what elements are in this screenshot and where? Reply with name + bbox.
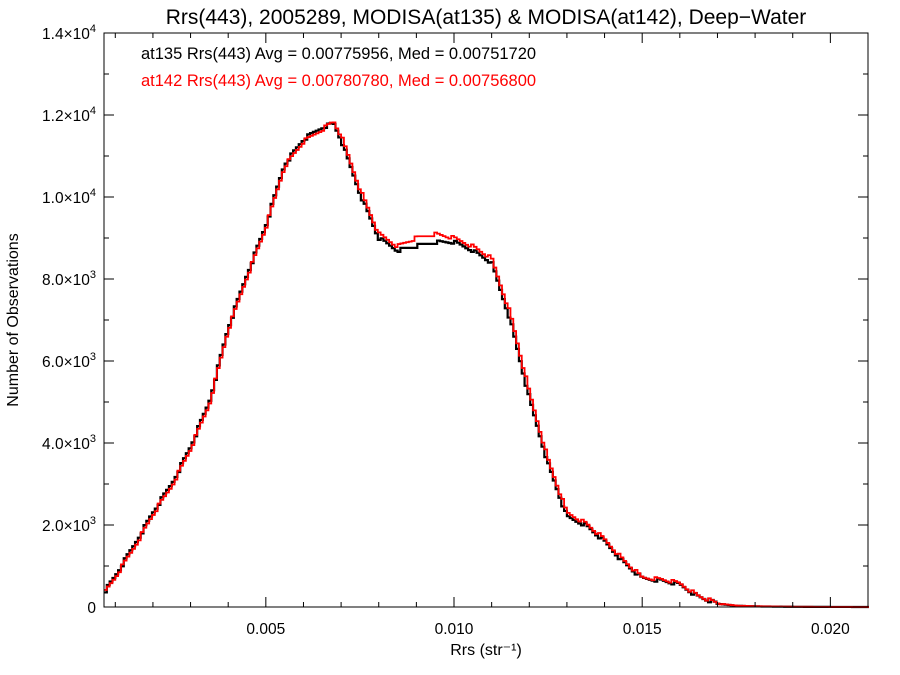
y-tick-label: 2.0×103 xyxy=(42,515,96,535)
y-tick-label: 0 xyxy=(87,600,96,617)
y-tick-label: 4.0×103 xyxy=(42,433,96,453)
plot-frame xyxy=(103,32,869,608)
y-tick-exponent: 3 xyxy=(90,515,96,527)
x-tick-label: 0.015 xyxy=(623,621,662,638)
y-tick-exponent: 3 xyxy=(90,433,96,445)
histogram-series-1 xyxy=(104,121,869,608)
y-tick-mantissa: 1.4×10 xyxy=(42,26,90,43)
y-tick-mantissa: 8.0×10 xyxy=(42,272,90,289)
histogram-series-0 xyxy=(104,122,869,609)
y-tick-mantissa: 0 xyxy=(87,600,96,617)
x-tick-label: 0.010 xyxy=(435,621,474,638)
y-axis-label: Number of Observations xyxy=(5,233,22,406)
series-layer xyxy=(104,121,869,609)
y-tick-label: 1.4×104 xyxy=(42,23,96,43)
y-tick-mantissa: 6.0×10 xyxy=(42,354,90,371)
y-tick-mantissa: 1.2×10 xyxy=(42,108,90,125)
x-tick-label: 0.020 xyxy=(811,621,850,638)
y-tick-exponent: 3 xyxy=(90,269,96,281)
y-tick-label: 1.2×104 xyxy=(42,105,96,125)
x-tick-label: 0.005 xyxy=(246,621,285,638)
y-tick-exponent: 3 xyxy=(90,351,96,363)
chart-title: Rrs(443), 2005289, MODISA(at135) & MODIS… xyxy=(166,6,807,29)
annotation-1: at142 Rrs(443) Avg = 0.00780780, Med = 0… xyxy=(141,72,536,90)
x-axis-label: Rrs (str⁻¹) xyxy=(450,642,522,659)
y-tick-exponent: 4 xyxy=(90,105,96,117)
y-tick-exponent: 4 xyxy=(90,23,96,35)
y-tick-exponent: 4 xyxy=(90,187,96,199)
annotations: at135 Rrs(443) Avg = 0.00775956, Med = 0… xyxy=(141,45,536,90)
y-tick-label: 8.0×103 xyxy=(42,269,96,289)
y-tick-mantissa: 2.0×10 xyxy=(42,518,90,535)
y-tick-mantissa: 1.0×10 xyxy=(42,190,90,207)
y-tick-label: 1.0×104 xyxy=(42,187,96,207)
y-tick-label: 6.0×103 xyxy=(42,351,96,371)
y-tick-mantissa: 4.0×10 xyxy=(42,436,90,453)
axis-ticks: 0.005 0.010 0.015 0.02002.0×1034.0×1036.0×1… xyxy=(42,23,869,638)
annotation-0: at135 Rrs(443) Avg = 0.00775956, Med = 0… xyxy=(141,45,536,63)
